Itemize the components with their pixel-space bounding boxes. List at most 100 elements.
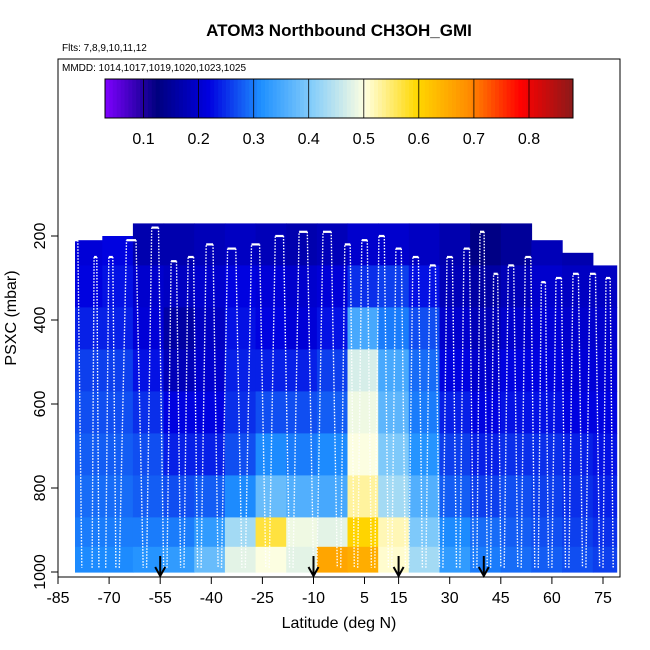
- heatmap-cell: [439, 391, 471, 434]
- flight-profile-ascent: [374, 235, 380, 568]
- heatmap-cell: [224, 265, 257, 308]
- x-axis-tick-label: 60: [543, 590, 561, 607]
- flight-profile-descent: [483, 231, 488, 568]
- heatmap-cell: [163, 517, 195, 548]
- heatmap-cell: [255, 349, 287, 392]
- colorbar-segment: [475, 79, 480, 118]
- colorbar-segment: [440, 79, 445, 118]
- flight-profile-ascent: [105, 256, 110, 568]
- heatmap-cell: [316, 433, 349, 476]
- heatmap-cell: [316, 475, 349, 518]
- colorbar-segment: [393, 79, 398, 118]
- colorbar-segment: [448, 79, 453, 118]
- colorbar-segment: [397, 79, 402, 118]
- colorbar-segment: [112, 79, 118, 118]
- colorbar-segment: [409, 79, 414, 118]
- colorbar-frame: [104, 78, 574, 119]
- arrow-marker-head: [307, 566, 320, 579]
- colorbar-segment: [245, 79, 250, 118]
- colorbar-segment: [389, 79, 395, 118]
- heatmap-cell: [224, 223, 257, 266]
- y-axis-tick-label: 800: [32, 475, 49, 502]
- colorbar-segment: [381, 79, 387, 118]
- flight-profile-ascent: [292, 231, 300, 568]
- colorbar-segment: [417, 79, 422, 118]
- colorbar-segment: [167, 79, 172, 118]
- flight-profile-descent: [306, 231, 315, 568]
- colorbar-segment: [183, 79, 188, 118]
- heatmap-cell: [132, 349, 165, 392]
- heatmap-cell: [500, 546, 533, 573]
- heatmap-cell: [75, 433, 103, 476]
- colorbar-segment: [534, 79, 539, 118]
- x-axis-tick-label: -40: [200, 590, 223, 607]
- heatmap-cell: [132, 546, 165, 573]
- colorbar-segment: [459, 79, 465, 118]
- heatmap-cell: [255, 391, 287, 434]
- heatmap-cell: [347, 265, 379, 308]
- heatmap-cell: [316, 223, 349, 266]
- heatmap-cell: [132, 433, 165, 476]
- flight-profile-ascent: [537, 282, 542, 568]
- flight-profile-descent: [451, 256, 458, 568]
- flight-profile-ascent: [220, 248, 229, 568]
- heatmap-cell: [378, 223, 410, 266]
- flight-profile-descent: [609, 277, 614, 568]
- x-axis-tick-label: -25: [251, 590, 274, 607]
- colorbar-segment: [311, 79, 317, 118]
- heatmap-cell: [439, 307, 471, 350]
- colorbar-segment: [206, 79, 211, 118]
- flight-profile-ascent: [357, 240, 363, 568]
- flight-profile-ascent: [166, 261, 172, 568]
- colorbar-segment: [249, 79, 254, 118]
- colorbar-tick-label: 0.8: [518, 131, 540, 148]
- colorbar-tick-label: 0.4: [298, 131, 320, 148]
- colorbar-segment: [366, 79, 371, 118]
- colorbar-segment: [268, 79, 274, 118]
- heatmap-cell: [408, 307, 441, 350]
- colorbar-segment: [159, 79, 164, 118]
- heatmap-cell: [562, 517, 594, 548]
- heatmap-cell: [347, 546, 379, 573]
- flights-subtitle: Flts: 7,8,9,10,11,12: [62, 43, 147, 54]
- x-axis-tick-label: 30: [441, 590, 459, 607]
- colorbar-segment: [315, 79, 320, 118]
- heatmap-layer: [75, 223, 618, 573]
- colorbar-segment: [186, 79, 192, 118]
- colorbar-segment: [495, 79, 500, 118]
- x-axis-title: Latitude (deg N): [282, 615, 397, 632]
- heatmap-cell: [255, 433, 287, 476]
- flight-profile-descent: [366, 240, 373, 568]
- flight-profile-ascent: [391, 248, 397, 568]
- heatmap-cell: [592, 475, 618, 518]
- heatmap-cell: [592, 391, 618, 434]
- colorbar-segment: [307, 79, 313, 118]
- colorbar-segment: [358, 79, 363, 118]
- flight-profiles-layer: [67, 226, 614, 568]
- y-axis-tick-label: 400: [32, 307, 49, 334]
- flight-profile-ascent: [459, 248, 465, 568]
- heatmap-cell: [286, 223, 318, 266]
- heatmap-cell: [500, 223, 533, 266]
- colorbar-segment: [241, 79, 246, 118]
- colorbar-segment: [124, 79, 129, 118]
- flight-profile-descent: [112, 256, 117, 568]
- colorbar-segment: [479, 79, 484, 118]
- colorbar-segment: [292, 79, 297, 118]
- heatmap-cell: [75, 391, 103, 434]
- colorbar-segment: [218, 79, 223, 118]
- y-axis-tick-label: 600: [32, 391, 49, 418]
- flight-profile-ascent: [91, 256, 95, 568]
- colorbar-segment: [257, 79, 262, 118]
- colorbar-segment: [483, 79, 488, 118]
- colorbar-segment: [171, 79, 176, 118]
- arrow-marker-head: [477, 566, 490, 579]
- flight-profile-descent: [330, 231, 338, 568]
- heatmap-cell: [286, 349, 318, 392]
- colorbar-segment: [506, 79, 512, 118]
- colorbar-segment: [537, 79, 543, 118]
- heatmap-cell: [194, 265, 226, 308]
- colorbar-segment: [502, 79, 508, 118]
- heatmap-cell: [102, 265, 134, 308]
- heatmap-cell: [194, 391, 226, 434]
